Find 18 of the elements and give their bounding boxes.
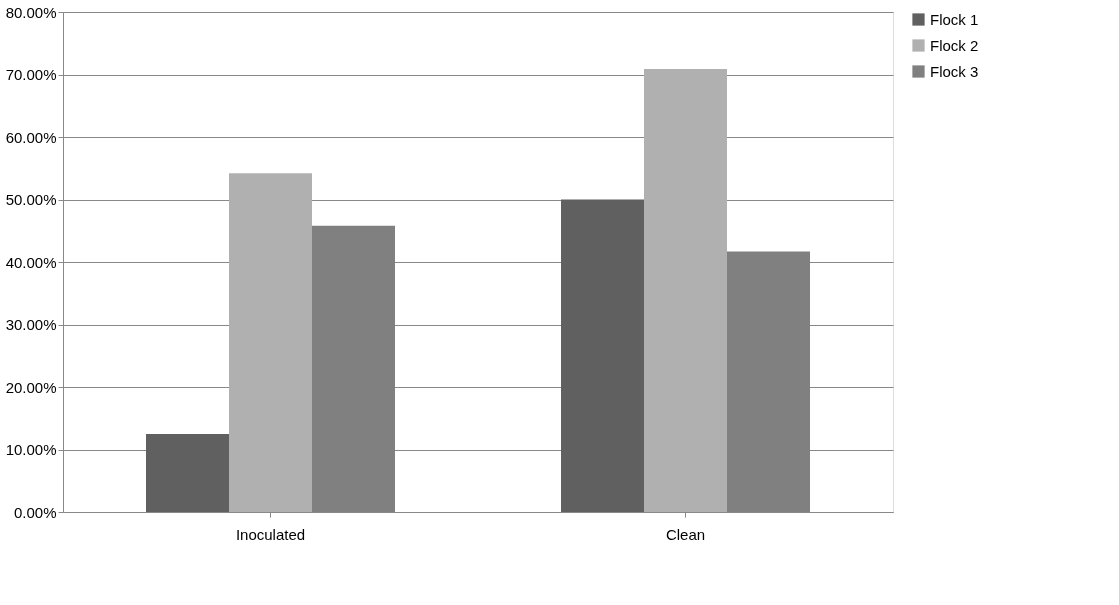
y-tick-label: 40.00% — [5, 253, 57, 271]
y-tick-label: 70.00% — [5, 66, 57, 83]
legend-label: Flock 2 — [930, 36, 979, 54]
bar — [644, 68, 727, 512]
x-tick-label: Clean — [665, 525, 706, 543]
y-tick-label: 60.00% — [5, 128, 57, 146]
bar — [561, 199, 644, 512]
y-tick-label: 50.00% — [5, 191, 57, 208]
bar — [146, 433, 229, 512]
y-tick-label: 80.00% — [5, 3, 57, 21]
y-tick-label: 20.00% — [5, 378, 57, 396]
y-tick-label: 10.00% — [5, 441, 57, 458]
bar — [229, 173, 312, 512]
legend-label: Flock 3 — [930, 62, 979, 80]
y-tick-label: 0.00% — [13, 503, 57, 521]
x-tick-label: Inoculated — [235, 525, 306, 543]
legend-label: Flock 1 — [930, 10, 979, 28]
y-tick-label: 30.00% — [5, 316, 57, 333]
